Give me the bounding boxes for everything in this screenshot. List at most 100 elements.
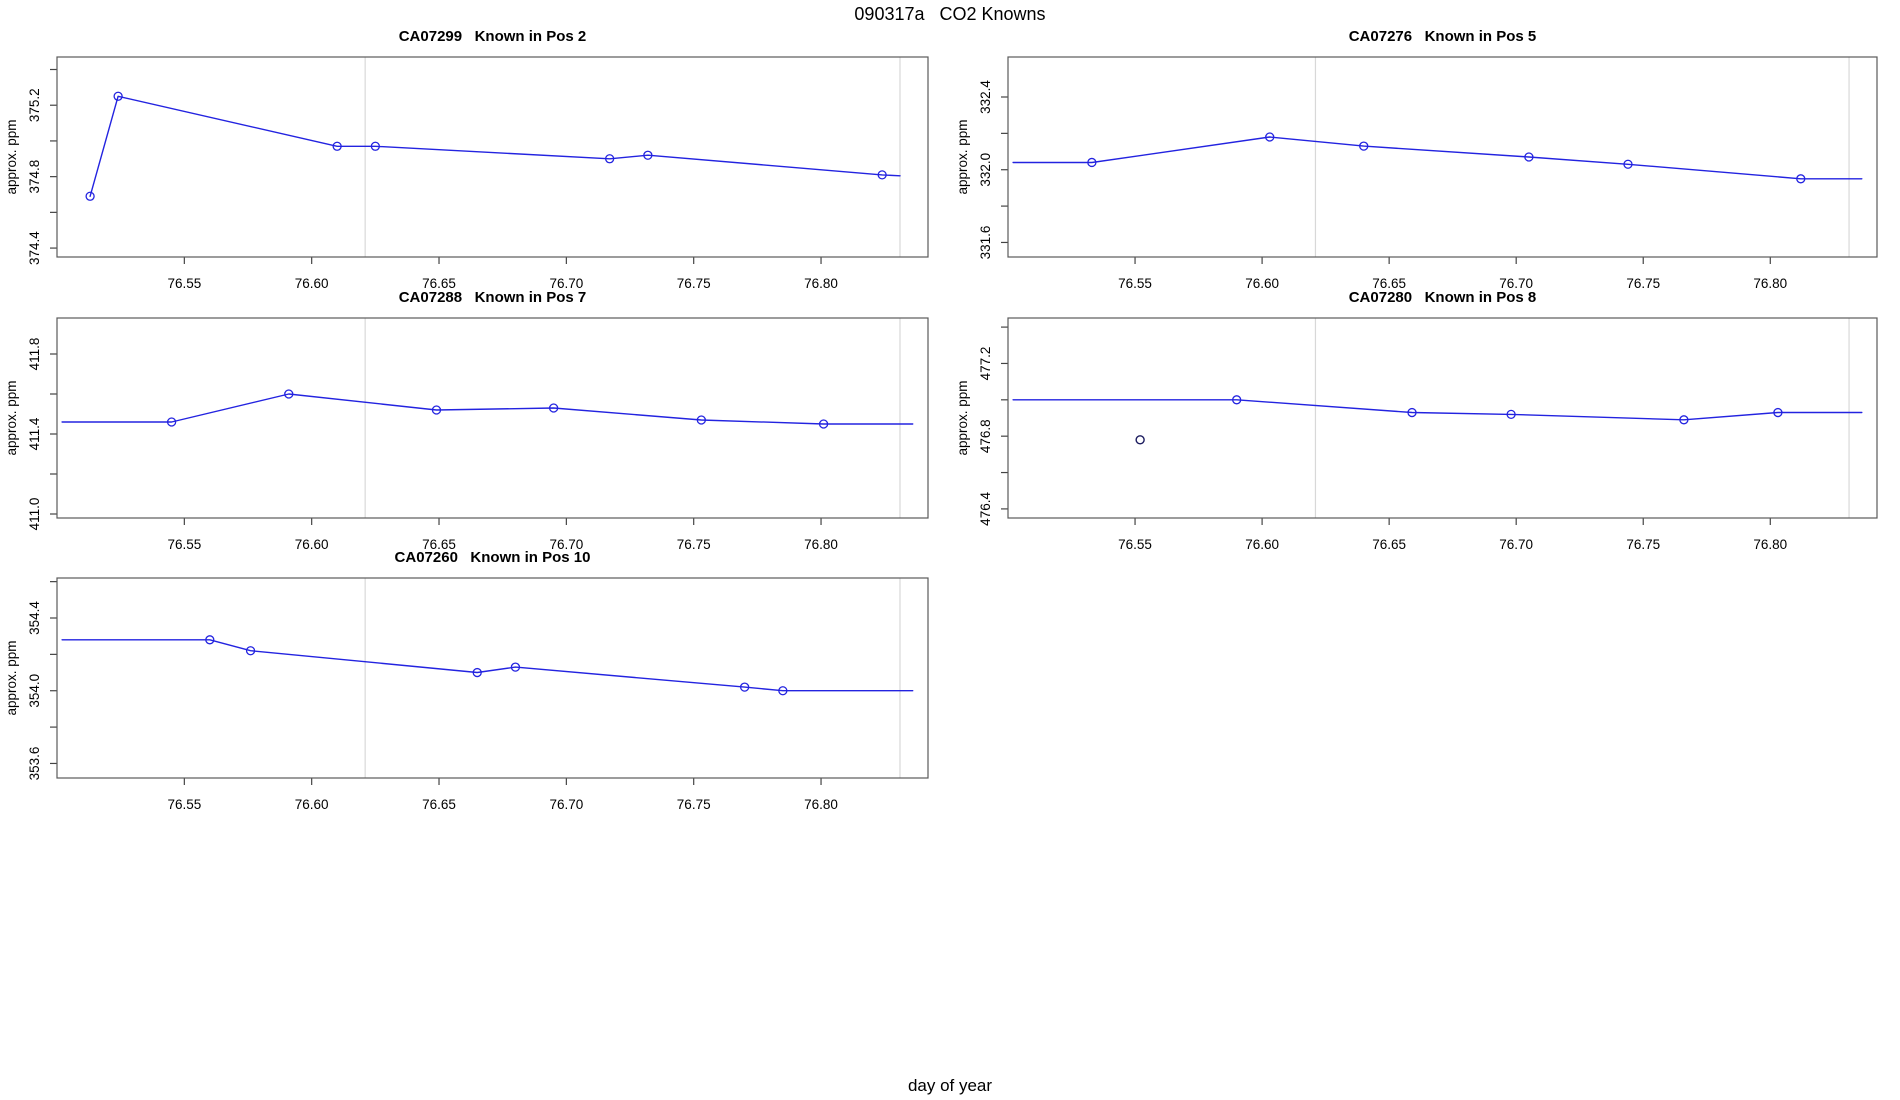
- x-tick-label: 76.55: [1118, 276, 1152, 291]
- y-tick-label: 477.2: [978, 347, 993, 381]
- x-tick-label: 76.65: [1372, 276, 1406, 291]
- x-tick-label: 76.80: [1753, 276, 1787, 291]
- plot-box: [56, 56, 929, 258]
- x-tick-label: 76.75: [677, 276, 711, 291]
- data-point: [1773, 407, 1783, 418]
- data-point: [605, 154, 615, 164]
- panel-CA07276: 76.55 76.60 76.65 76.70 76.75 76.80 331.6 332.0…: [955, 56, 1878, 291]
- data-point: [739, 682, 750, 692]
- data-point: [1524, 152, 1534, 162]
- data-line: [1012, 399, 1863, 421]
- y-tick-label: 353.6: [27, 747, 42, 781]
- data-point: [284, 389, 294, 399]
- x-tick-label: 76.75: [1626, 537, 1660, 552]
- data-point: [818, 419, 829, 429]
- x-tick-label: 76.80: [1753, 537, 1787, 552]
- panel-title-CA07299: CA07299 Known in Pos 2: [398, 28, 587, 45]
- x-tick-label: 76.70: [1499, 276, 1533, 291]
- y-tick-label: 331.6: [978, 226, 993, 260]
- data-point: [1506, 409, 1516, 420]
- data-point: [472, 667, 482, 678]
- x-tick-label: 76.60: [295, 797, 329, 812]
- data-point: [1359, 141, 1369, 151]
- x-tick-label: 76.60: [1245, 537, 1279, 552]
- data-point: [1407, 407, 1417, 418]
- x-tick-label: 76.65: [422, 797, 456, 812]
- x-tick-label: 76.75: [1626, 276, 1660, 291]
- data-point: [1232, 395, 1242, 405]
- panel-title-CA07260: CA07260 Known in Pos 10: [394, 549, 591, 566]
- data-point: [113, 91, 123, 101]
- x-tick-label: 76.60: [1245, 276, 1279, 291]
- x-tick-label: 76.60: [295, 276, 329, 291]
- panel-title-CA07288: CA07288 Known in Pos 7: [398, 289, 587, 306]
- plot-box: [1007, 56, 1878, 258]
- x-tick-label: 76.80: [804, 797, 838, 812]
- plot-box: [56, 577, 929, 779]
- data-point: [510, 662, 521, 672]
- data-point: [1265, 132, 1275, 142]
- y-tick-label: 332.0: [978, 153, 993, 187]
- x-tick-label: 76.65: [422, 537, 456, 552]
- data-point: [205, 635, 215, 645]
- data-line: [61, 393, 914, 425]
- panel-CA07260: 76.55 76.60 76.65 76.70 76.75 76.80 353.6 354.0…: [4, 577, 929, 812]
- y-tick-label: 476.8: [978, 419, 993, 453]
- y-tick-label: 476.4: [978, 492, 993, 526]
- x-tick-label: 76.70: [1499, 537, 1533, 552]
- x-tick-label: 76.55: [167, 276, 201, 291]
- y-tick-label: 411.8: [27, 338, 42, 371]
- data-point: [1087, 157, 1097, 168]
- data-point: [166, 417, 177, 427]
- y-tick-label: 354.4: [27, 601, 42, 635]
- x-axis-global-label: day of year: [907, 1076, 993, 1095]
- data-line: [89, 95, 901, 198]
- x-tick-label: 76.70: [549, 537, 583, 552]
- x-tick-label: 76.55: [167, 537, 201, 552]
- y-tick-label: 332.4: [978, 80, 993, 114]
- y-axis-label: approx. ppm: [4, 380, 19, 455]
- panel-CA07280: 76.55 76.60 76.65 76.70 76.75 76.80 476.4 476.8…: [955, 317, 1878, 552]
- panel-CA07299: 76.55 76.60 76.65 76.70 76.75 76.80 374.4 374.8…: [4, 56, 929, 291]
- panel-CA07288: 76.55 76.60 76.65 76.70 76.75 76.80 411.0 411.4…: [4, 317, 929, 552]
- y-tick-label: 375.2: [27, 88, 42, 122]
- data-line: [1012, 136, 1863, 180]
- y-tick-label: 374.8: [27, 160, 42, 194]
- data-point: [1796, 174, 1806, 184]
- x-tick-label: 76.65: [1372, 537, 1406, 552]
- x-tick-label: 76.75: [677, 537, 711, 552]
- x-tick-label: 76.70: [549, 797, 583, 812]
- outlier-point: [1135, 435, 1145, 445]
- y-axis-label: approx. ppm: [4, 119, 19, 194]
- y-axis-label: approx. ppm: [955, 380, 970, 455]
- data-point: [548, 403, 559, 413]
- y-axis-label: approx. ppm: [955, 119, 970, 194]
- data-line: [61, 639, 914, 692]
- x-tick-label: 76.55: [1118, 537, 1152, 552]
- y-tick-label: 354.0: [27, 674, 42, 708]
- panel-title-CA07276: CA07276 Known in Pos 5: [1348, 28, 1537, 45]
- data-point: [370, 141, 380, 151]
- x-tick-label: 76.80: [804, 537, 838, 552]
- x-tick-label: 76.80: [804, 276, 838, 291]
- plot-box: [1007, 317, 1878, 519]
- data-point: [1679, 415, 1689, 425]
- plot-box: [56, 317, 929, 519]
- data-point: [245, 646, 256, 656]
- x-tick-label: 76.65: [422, 276, 456, 291]
- x-tick-label: 76.75: [677, 797, 711, 812]
- data-point: [85, 191, 95, 201]
- x-tick-label: 76.60: [295, 537, 329, 552]
- data-point: [778, 686, 788, 696]
- y-tick-label: 411.0: [27, 498, 42, 531]
- data-point: [1623, 159, 1633, 169]
- figure-title: 090317a CO2 Knowns: [854, 4, 1046, 24]
- y-axis-label: approx. ppm: [4, 640, 19, 715]
- data-point: [877, 170, 887, 180]
- x-tick-label: 76.70: [549, 276, 583, 291]
- x-tick-label: 76.55: [167, 797, 201, 812]
- data-point: [332, 141, 342, 151]
- y-tick-label: 374.4: [27, 231, 42, 265]
